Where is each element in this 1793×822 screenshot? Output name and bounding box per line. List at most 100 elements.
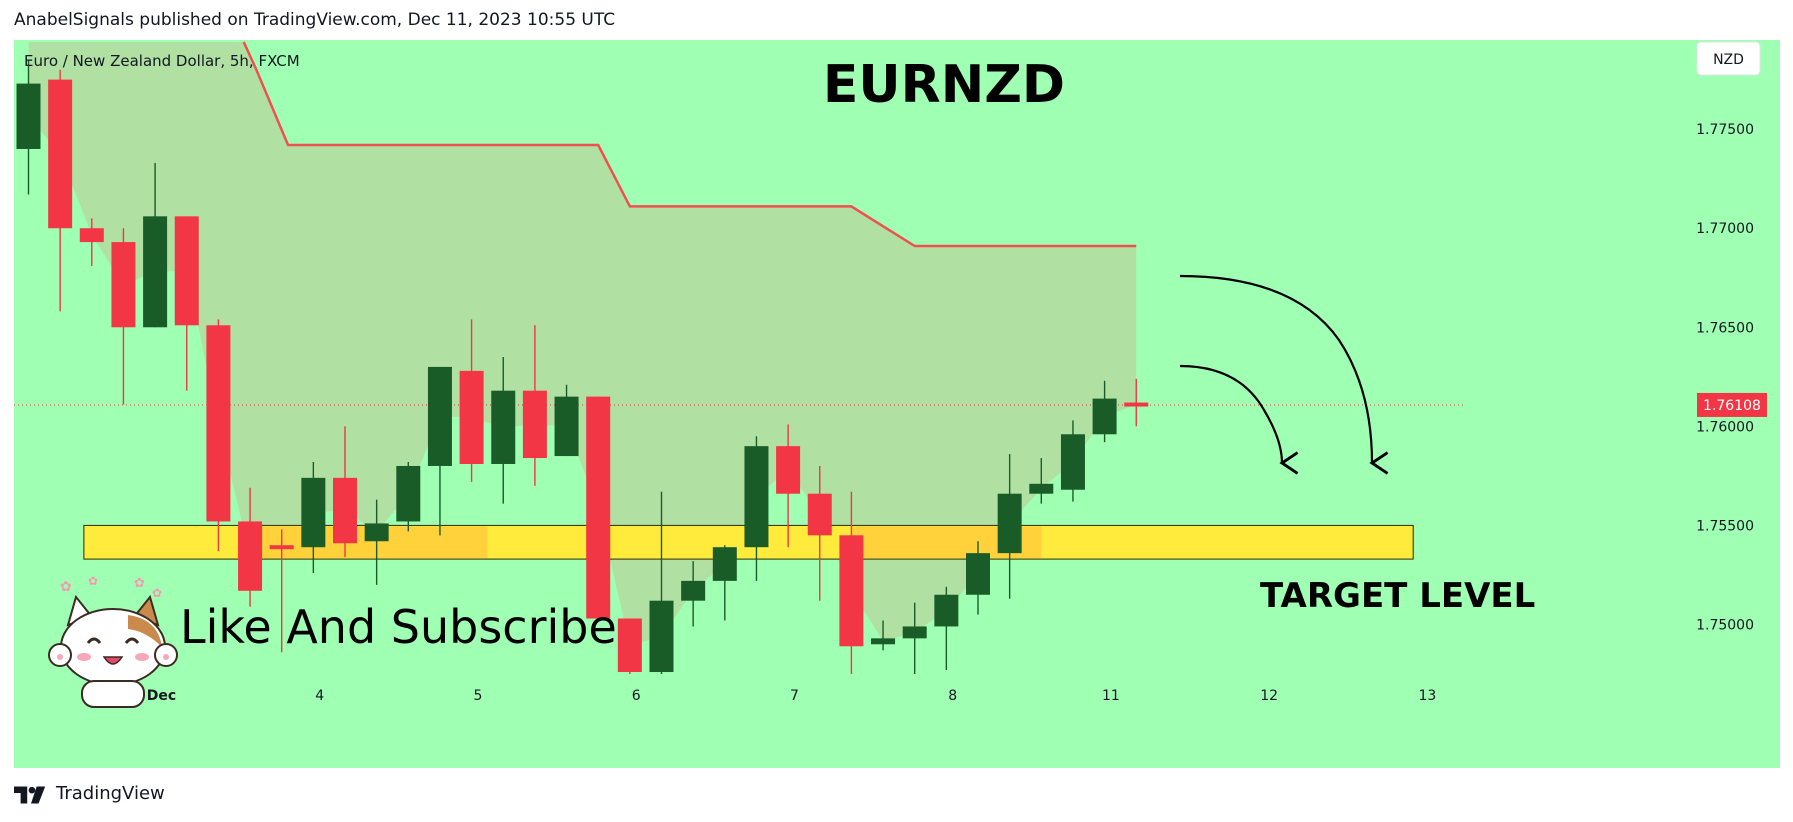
candle-34 bbox=[1060, 420, 1085, 502]
x-tick-label: 11 bbox=[1102, 688, 1120, 704]
price-chart[interactable]: 1.77500 1.77000 1.76500 1.76000 1.75500 1.750… bbox=[14, 40, 1780, 768]
candle-body bbox=[681, 580, 706, 601]
candle-9 bbox=[269, 529, 294, 653]
tradingview-logo[interactable]: TradingView bbox=[14, 783, 165, 804]
candle-body bbox=[396, 465, 421, 522]
y-tick-label: 1.76500 bbox=[1696, 320, 1754, 336]
candle-body bbox=[427, 366, 452, 466]
x-tick-label: 6 bbox=[632, 688, 641, 704]
candle-body bbox=[649, 600, 674, 673]
symbol-description: Euro / New Zealand Dollar, 5h, FXCM bbox=[24, 52, 300, 70]
candle-33 bbox=[1029, 458, 1054, 504]
candle-body bbox=[1060, 434, 1085, 490]
candle-body bbox=[902, 626, 927, 639]
candle-15 bbox=[459, 319, 484, 482]
candle-5 bbox=[143, 162, 168, 328]
svg-text:✿: ✿ bbox=[152, 586, 162, 600]
y-tick-label: 1.77000 bbox=[1696, 221, 1754, 237]
y-tick-label: 1.75500 bbox=[1696, 518, 1754, 534]
x-tick-label: Dec bbox=[147, 688, 176, 704]
candle-18 bbox=[554, 384, 579, 457]
long-target-arrow bbox=[1179, 274, 1389, 475]
candle-body bbox=[269, 545, 294, 550]
candle-31 bbox=[966, 541, 990, 615]
candle-body bbox=[871, 638, 896, 645]
candle-2 bbox=[48, 69, 73, 312]
y-tick-label: 1.76000 bbox=[1696, 419, 1754, 435]
candle-body bbox=[1124, 402, 1149, 407]
x-tick-label: 8 bbox=[948, 688, 957, 704]
x-tick-label: 5 bbox=[473, 688, 482, 704]
currency-badge[interactable]: NZD bbox=[1696, 41, 1761, 76]
candle-36 bbox=[1124, 378, 1149, 427]
candle-11 bbox=[333, 426, 357, 558]
candle-body bbox=[776, 446, 801, 494]
tradingview-logo-icon bbox=[14, 785, 46, 803]
candle-14 bbox=[427, 366, 452, 536]
candle-28 bbox=[871, 620, 896, 651]
candle-body bbox=[491, 390, 516, 464]
candle-body bbox=[1029, 483, 1054, 494]
candle-30 bbox=[934, 586, 959, 671]
y-tick-label: 1.77500 bbox=[1696, 122, 1754, 138]
candle-7 bbox=[206, 319, 231, 552]
candle-body bbox=[48, 79, 73, 229]
candle-body bbox=[839, 535, 864, 647]
candle-body bbox=[333, 477, 357, 544]
candle-25 bbox=[776, 424, 801, 548]
candle-body bbox=[206, 325, 231, 522]
chart-title: EURNZD bbox=[823, 55, 1065, 115]
resistance-line bbox=[242, 41, 1137, 248]
candle-4 bbox=[111, 228, 136, 405]
axis-layer: 1.77500 1.77000 1.76500 1.76000 1.75500 1.750… bbox=[147, 122, 1767, 704]
candle-body bbox=[807, 493, 832, 536]
candle-body bbox=[143, 216, 168, 328]
target-zone-overlap-1 bbox=[237, 526, 488, 559]
candle-body bbox=[712, 547, 737, 581]
candle-13 bbox=[396, 462, 421, 532]
x-tick-label: 13 bbox=[1419, 688, 1437, 704]
candle-body bbox=[459, 370, 484, 464]
last-price-label: 1.76108 bbox=[1703, 398, 1761, 414]
svg-text:✿: ✿ bbox=[88, 574, 98, 588]
y-tick-label: 1.75000 bbox=[1696, 617, 1754, 633]
x-tick-label: 12 bbox=[1260, 688, 1278, 704]
target-level-label: TARGET LEVEL bbox=[1260, 576, 1535, 616]
like-and-subscribe-text: Like And Subscribe bbox=[180, 600, 617, 654]
candle-8 bbox=[238, 487, 263, 607]
tradingview-brand-text: TradingView bbox=[56, 783, 165, 804]
candle-body bbox=[174, 216, 199, 326]
candle-body bbox=[16, 83, 41, 149]
candle-29 bbox=[902, 602, 927, 674]
svg-text:✿: ✿ bbox=[60, 579, 72, 595]
candle-body bbox=[364, 523, 389, 542]
x-tick-label: 4 bbox=[315, 688, 324, 704]
candle-body bbox=[238, 521, 263, 591]
currency-badge-label: NZD bbox=[1713, 52, 1744, 68]
candle-body bbox=[1092, 398, 1117, 435]
candle-27 bbox=[839, 491, 864, 674]
last-price-badge bbox=[1697, 392, 1767, 417]
short-target-arrow bbox=[1179, 364, 1299, 475]
candle-26 bbox=[807, 465, 832, 601]
candle-23 bbox=[712, 545, 737, 621]
candle-body bbox=[554, 396, 579, 457]
candle-21 bbox=[649, 491, 674, 674]
candle-body bbox=[79, 228, 104, 243]
candle-35 bbox=[1092, 380, 1117, 443]
candle-body bbox=[617, 618, 642, 673]
candle-body bbox=[111, 242, 136, 328]
candle-body bbox=[934, 594, 959, 627]
candle-body bbox=[997, 493, 1022, 554]
plot-area bbox=[14, 41, 1464, 674]
candle-6 bbox=[174, 216, 199, 391]
cat-mascot-icon: ✿ ✿ ✿ ✿ bbox=[48, 574, 178, 708]
candle-12 bbox=[364, 499, 389, 585]
candle-20 bbox=[617, 618, 642, 674]
candle-22 bbox=[681, 561, 706, 627]
svg-text:✿: ✿ bbox=[134, 576, 145, 591]
published-by-line: AnabelSignals published on TradingView.c… bbox=[14, 10, 616, 30]
candle-19 bbox=[586, 396, 611, 621]
candle-body bbox=[586, 396, 611, 619]
candle-10 bbox=[301, 462, 326, 573]
